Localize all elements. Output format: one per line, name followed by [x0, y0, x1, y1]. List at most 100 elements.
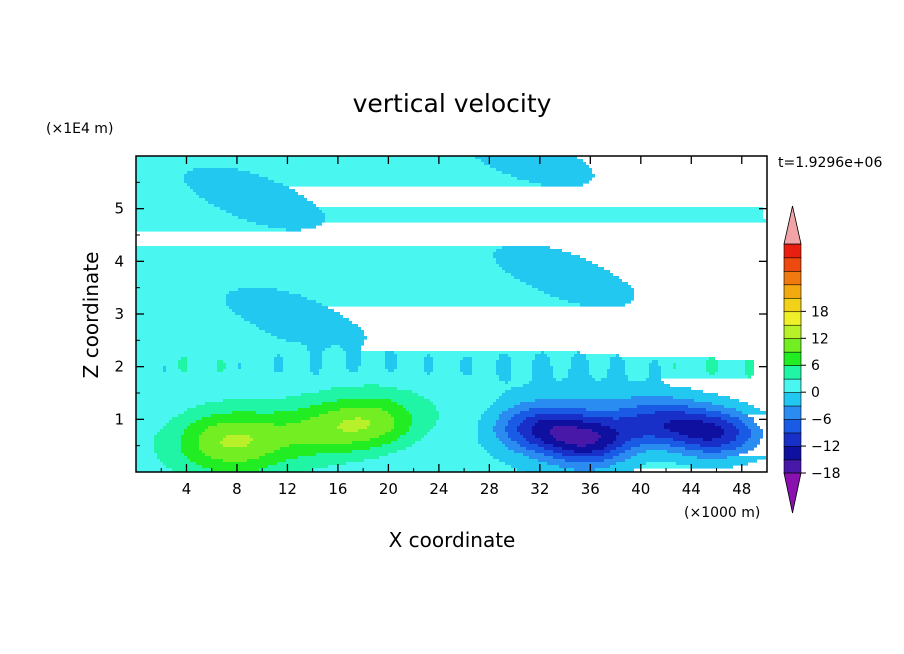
- contour-cell: [478, 423, 496, 427]
- contour-cell: [676, 462, 748, 466]
- contour-cell: [472, 372, 496, 376]
- contour-cell: [517, 468, 574, 472]
- contour-cell: [472, 366, 496, 370]
- contour-cell: [742, 411, 766, 415]
- contour-cell: [496, 369, 511, 373]
- contour-cell: [478, 435, 496, 439]
- contour-cell: [511, 378, 532, 382]
- contour-cell: [652, 360, 658, 364]
- contour-cell: [562, 447, 604, 451]
- contour-cell: [310, 369, 319, 373]
- contour-cell: [397, 450, 487, 454]
- contour-cell: [136, 156, 475, 160]
- contour-cell: [136, 198, 205, 202]
- contour-cell: [472, 360, 496, 364]
- contour-cell: [712, 402, 748, 406]
- contour-cell: [238, 366, 241, 370]
- contour-cell: [550, 363, 571, 367]
- contour-cell: [211, 468, 259, 472]
- contour-cell: [352, 441, 391, 445]
- contour-cell: [586, 408, 619, 412]
- contour-cell: [661, 372, 709, 376]
- contour-cell: [208, 201, 313, 205]
- contour-cell: [589, 363, 610, 367]
- contour-cell: [601, 378, 628, 382]
- contour-cell: [511, 363, 532, 367]
- contour-cell: [199, 447, 280, 451]
- contour-cell: [202, 432, 385, 436]
- contour-cell: [616, 447, 631, 451]
- contour-cell: [313, 468, 517, 472]
- contour-cell: [511, 357, 535, 361]
- contour-cell: [550, 360, 571, 364]
- contour-cell: [394, 426, 409, 430]
- contour-cell: [658, 363, 673, 367]
- contour-cell: [352, 450, 397, 454]
- contour-cell: [577, 444, 586, 448]
- x-tick-label: 20: [379, 480, 398, 498]
- contour-cell: [241, 315, 343, 319]
- contour-cell: [415, 441, 478, 445]
- contour-cell: [406, 432, 427, 436]
- contour-cell: [511, 372, 532, 376]
- contour-cell: [136, 360, 178, 364]
- contour-cell: [529, 441, 544, 445]
- contour-cell: [577, 351, 580, 355]
- contour-cell: [202, 417, 310, 421]
- contour-cell: [532, 378, 556, 382]
- contour-cell: [346, 363, 361, 367]
- contour-cell: [181, 438, 199, 442]
- contour-cell: [202, 450, 274, 454]
- contour-cell: [277, 354, 280, 358]
- contour-cell: [616, 435, 643, 439]
- contour-cell: [544, 291, 634, 295]
- contour-cell: [430, 354, 499, 358]
- contour-cell: [136, 342, 301, 346]
- contour-cell: [622, 444, 640, 448]
- contour-cell: [610, 426, 664, 430]
- contour-cell: [199, 195, 304, 199]
- contour-cell: [322, 402, 397, 406]
- contour-cell: [136, 258, 496, 262]
- contour-cell: [538, 444, 553, 448]
- contour-cell: [574, 468, 595, 472]
- contour-cell: [136, 183, 187, 187]
- contour-cell: [496, 366, 511, 370]
- contour-cell: [424, 435, 478, 439]
- contour-cell: [676, 366, 706, 370]
- contour-cell: [568, 375, 592, 379]
- contour-cell: [346, 360, 361, 364]
- contour-cell: [286, 423, 340, 427]
- contour-cell: [316, 453, 388, 457]
- contour-cell: [403, 405, 436, 409]
- contour-cell: [520, 444, 538, 448]
- contour-cell: [136, 417, 172, 421]
- contour-cell: [520, 411, 655, 415]
- contour-cell: [607, 369, 625, 373]
- contour-cell: [136, 453, 157, 457]
- contour-cell: [541, 351, 544, 355]
- contour-cell: [430, 399, 496, 403]
- contour-cell: [535, 399, 694, 403]
- contour-cell: [496, 261, 592, 265]
- contour-cell: [136, 390, 319, 394]
- contour-cell: [136, 249, 496, 253]
- contour-cell: [136, 378, 499, 382]
- contour-cell: [394, 423, 412, 427]
- contour-cell: [136, 327, 259, 331]
- contour-cell: [682, 453, 739, 457]
- contour-cell: [598, 438, 616, 442]
- contour-cell: [424, 357, 433, 361]
- contour-cell: [370, 420, 394, 424]
- contour-cell: [628, 375, 649, 379]
- contour-cell: [385, 360, 397, 364]
- contour-cell: [136, 315, 241, 319]
- contour-cell: [199, 438, 223, 442]
- contour-cell: [520, 432, 532, 436]
- contour-cell: [718, 363, 745, 367]
- contour-cell: [319, 372, 427, 376]
- contour-cell: [496, 363, 511, 367]
- contour-cell: [508, 447, 526, 451]
- contour-cell: [406, 447, 484, 451]
